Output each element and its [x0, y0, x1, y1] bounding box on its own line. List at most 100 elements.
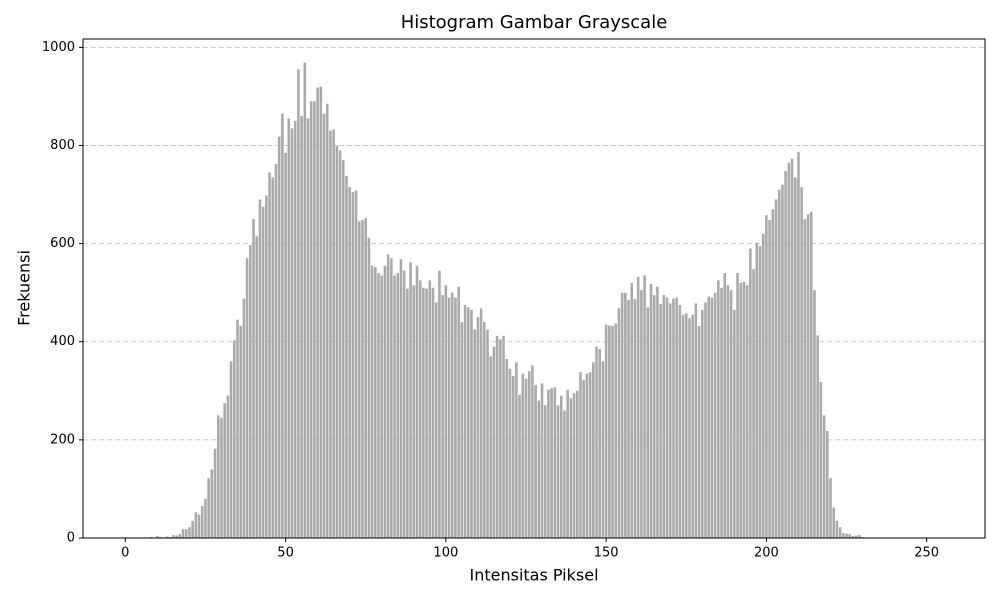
bar [556, 405, 560, 538]
bar [723, 273, 727, 538]
bar [194, 512, 198, 538]
bar [332, 129, 335, 538]
bar [181, 529, 185, 538]
bar [675, 297, 678, 538]
bar [826, 431, 829, 538]
bar [406, 288, 409, 538]
bar [204, 498, 207, 538]
bar [678, 304, 682, 538]
bar [287, 118, 291, 538]
bar [473, 329, 476, 538]
bar [223, 403, 226, 538]
y-axis-label: Frekuensi [15, 250, 34, 326]
bar [745, 285, 749, 538]
bar [258, 199, 262, 538]
bar [338, 150, 342, 538]
bar [614, 323, 618, 538]
bar [627, 300, 630, 538]
bar [563, 410, 566, 538]
bar [777, 189, 781, 538]
bar [787, 162, 791, 539]
bar [460, 322, 464, 538]
bar [418, 280, 422, 538]
bar [374, 267, 377, 538]
bar [361, 220, 364, 538]
bar [335, 145, 339, 538]
bar [172, 535, 175, 538]
plot-frame [82, 38, 986, 539]
bar [832, 507, 835, 538]
bar [216, 415, 220, 538]
bar [463, 304, 467, 538]
bar [415, 265, 419, 538]
y-tick-label: 0 [67, 531, 75, 546]
bar [652, 295, 656, 538]
bar [242, 298, 246, 538]
bar [438, 270, 441, 538]
bar [630, 282, 634, 538]
bar [755, 242, 759, 538]
bar [409, 262, 412, 538]
bar [322, 113, 326, 538]
bar [524, 378, 528, 538]
bar [739, 282, 743, 538]
bar [191, 520, 194, 538]
bar [479, 308, 483, 538]
bar [454, 297, 457, 538]
bar [239, 326, 242, 538]
bar [845, 533, 848, 538]
bar [640, 290, 643, 538]
bar [428, 280, 432, 538]
bar [297, 69, 300, 539]
bar [441, 295, 444, 538]
bar [306, 118, 310, 538]
bar [284, 152, 287, 539]
bar [643, 275, 646, 538]
bar [742, 281, 746, 538]
bar [717, 280, 720, 538]
bar [547, 389, 550, 538]
bar [800, 187, 803, 538]
bar [495, 335, 499, 538]
bar [486, 329, 489, 538]
bar [617, 308, 621, 538]
bar [851, 536, 855, 538]
bar [765, 215, 768, 538]
bar [531, 365, 534, 538]
bar [684, 313, 688, 538]
bar [768, 220, 771, 538]
bar [604, 324, 608, 538]
bar [367, 237, 371, 539]
bar [582, 380, 585, 538]
bar [412, 285, 416, 538]
bar [313, 101, 316, 539]
bar [842, 533, 845, 538]
bar [290, 128, 294, 538]
bar [383, 265, 387, 538]
bar [601, 361, 605, 538]
bar [210, 469, 214, 538]
bar [303, 62, 307, 538]
bar [592, 362, 595, 538]
x-tick-label: 200 [754, 546, 779, 561]
bar [236, 319, 239, 538]
bar [659, 303, 662, 538]
bar [822, 415, 826, 538]
bar [470, 309, 473, 538]
bar [848, 534, 852, 538]
bar [854, 535, 858, 538]
bar [489, 356, 493, 538]
bar [781, 184, 784, 539]
bar [793, 177, 797, 538]
bar [386, 254, 390, 538]
bar [425, 288, 428, 538]
bar [515, 362, 518, 538]
bar [749, 248, 752, 539]
bar [226, 395, 230, 538]
bar [646, 307, 650, 538]
bar [633, 299, 637, 538]
bar [431, 287, 435, 538]
bar [447, 297, 451, 538]
bar [701, 309, 704, 538]
x-tick-label: 250 [914, 546, 939, 561]
